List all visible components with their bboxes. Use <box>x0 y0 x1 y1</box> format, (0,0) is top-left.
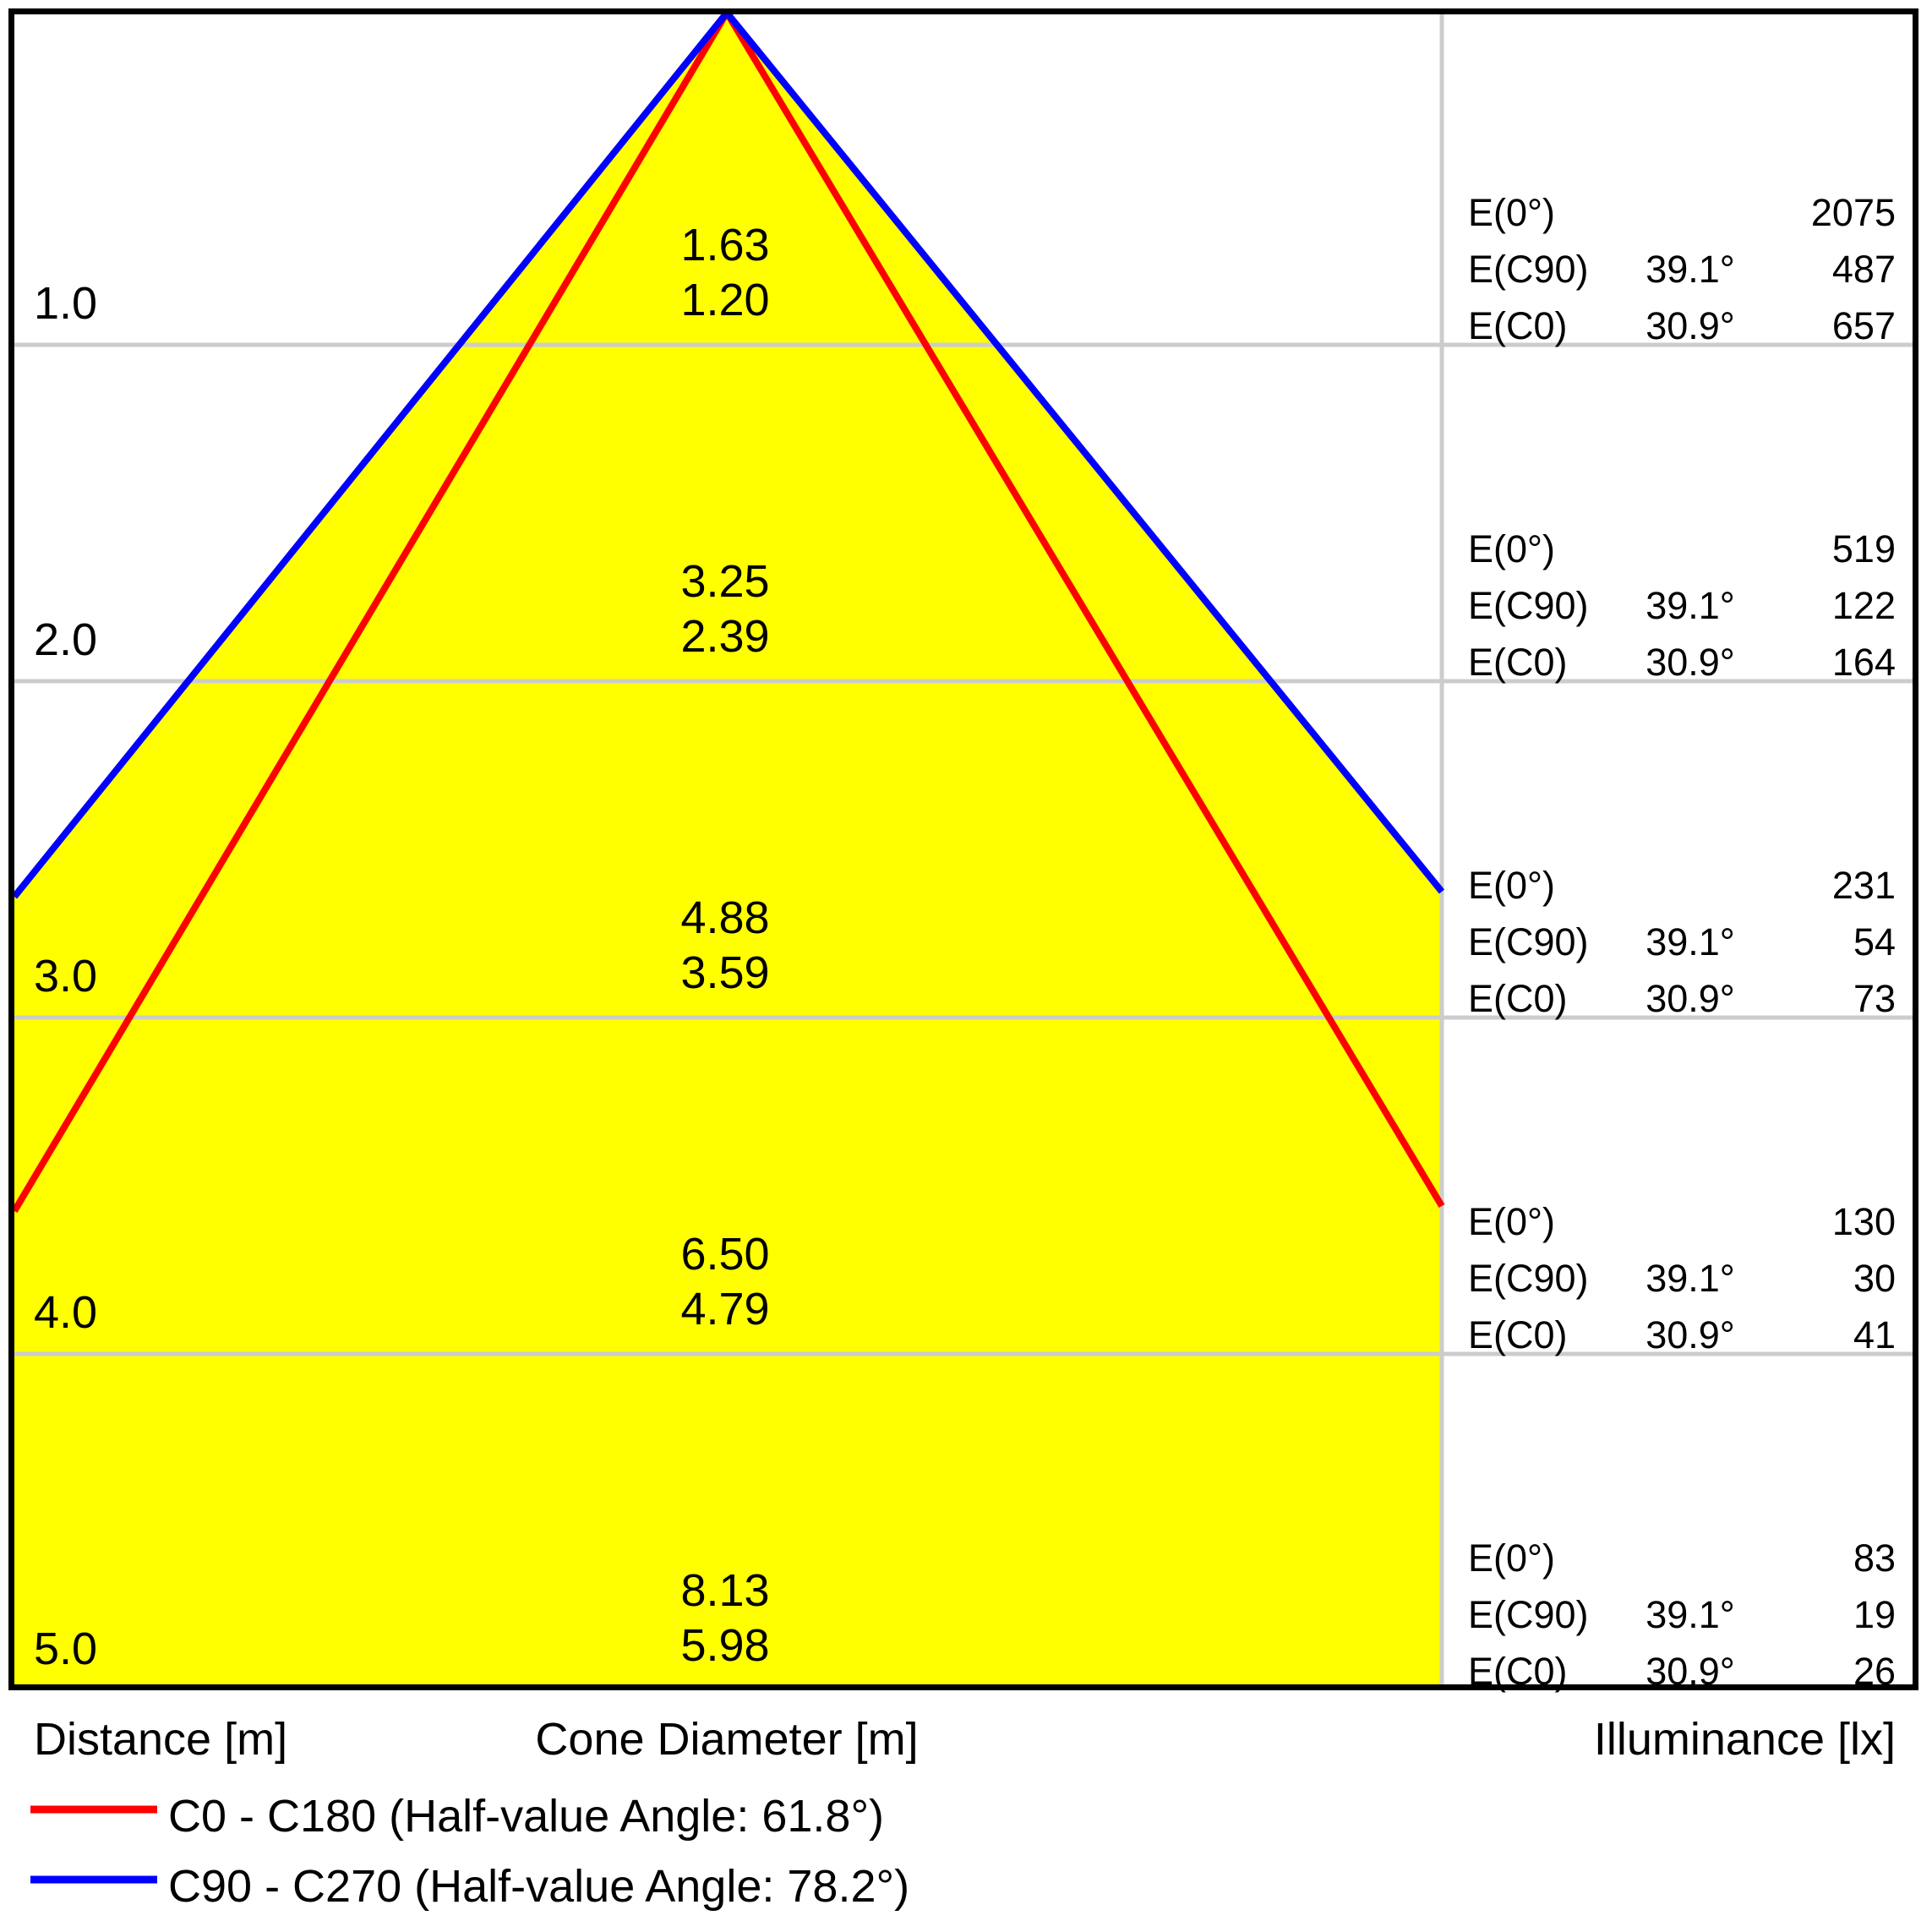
ec0-value-4m: 41 <box>1853 1313 1896 1356</box>
distance-label-3m: 3.0 <box>34 951 98 1001</box>
ec0-value-2m: 164 <box>1831 641 1896 684</box>
ec0-angle-1m: 30.9° <box>1645 304 1735 347</box>
ec90-angle-2m: 39.1° <box>1645 584 1735 627</box>
cone-diameter-c0-3m: 3.59 <box>680 947 770 998</box>
e0-value-5m: 83 <box>1853 1536 1896 1580</box>
ec0-angle-4m: 30.9° <box>1645 1313 1735 1356</box>
legend-c90-c270-label: C90 - C270 (Half-value Angle: 78.2°) <box>168 1861 910 1912</box>
ec90-value-3m: 54 <box>1853 920 1896 963</box>
ec0-angle-3m: 30.9° <box>1645 977 1735 1020</box>
illuminance-axis-label: Illuminance [lx] <box>1593 1714 1896 1765</box>
ec90-label-3m: E(C90) <box>1468 920 1589 963</box>
cone-diameter-c90-1m: 1.63 <box>680 220 770 270</box>
distance-axis-label: Distance [m] <box>34 1714 288 1765</box>
chart-border <box>8 8 1918 1690</box>
ec0-label-1m: E(C0) <box>1468 304 1568 347</box>
e0-value-1m: 2075 <box>1810 191 1896 234</box>
cone-diameter-c0-2m: 2.39 <box>680 611 770 662</box>
e0-value-4m: 130 <box>1831 1200 1896 1243</box>
ec90-angle-5m: 39.1° <box>1645 1593 1735 1636</box>
distance-label-4m: 4.0 <box>34 1287 98 1338</box>
ec0-angle-5m: 30.9° <box>1645 1650 1735 1693</box>
ec90-label-5m: E(C90) <box>1468 1593 1589 1636</box>
e0-label-5m: E(0°) <box>1468 1536 1556 1580</box>
ec90-value-2m: 122 <box>1831 584 1896 627</box>
cone-diameter-axis-label: Cone Diameter [m] <box>535 1714 919 1765</box>
ec90-label-1m: E(C90) <box>1468 248 1589 291</box>
ec0-label-2m: E(C0) <box>1468 641 1568 684</box>
cone-diameter-c90-3m: 4.88 <box>680 892 770 943</box>
cone-diameter-c0-1m: 1.20 <box>680 275 770 325</box>
legend-c0-c180-label: C0 - C180 (Half-value Angle: 61.8°) <box>168 1791 885 1842</box>
ec90-angle-4m: 39.1° <box>1645 1257 1735 1300</box>
cone-diameter-c90-4m: 6.50 <box>680 1229 770 1280</box>
e0-value-2m: 519 <box>1831 527 1896 570</box>
ec0-label-5m: E(C0) <box>1468 1650 1568 1693</box>
light-cone-area <box>14 13 1442 1684</box>
ec0-angle-2m: 30.9° <box>1645 641 1735 684</box>
e0-label-4m: E(0°) <box>1468 1200 1556 1243</box>
e0-value-3m: 231 <box>1831 864 1896 907</box>
ec90-angle-3m: 39.1° <box>1645 920 1735 963</box>
ec90-value-1m: 487 <box>1831 248 1896 291</box>
distance-label-1m: 1.0 <box>34 278 98 329</box>
e0-label-1m: E(0°) <box>1468 191 1556 234</box>
ec0-value-5m: 26 <box>1853 1650 1896 1693</box>
ec90-value-5m: 19 <box>1853 1593 1896 1636</box>
ec0-value-3m: 73 <box>1853 977 1896 1020</box>
cone-diameter-c0-5m: 5.98 <box>680 1620 770 1671</box>
ec90-label-4m: E(C90) <box>1468 1257 1589 1300</box>
ec90-value-4m: 30 <box>1853 1257 1896 1300</box>
ec90-angle-1m: 39.1° <box>1645 248 1735 291</box>
cone-diameter-c0-4m: 4.79 <box>680 1284 770 1334</box>
ec0-value-1m: 657 <box>1831 304 1896 347</box>
ec0-label-4m: E(C0) <box>1468 1313 1568 1356</box>
ec90-label-2m: E(C90) <box>1468 584 1589 627</box>
e0-label-2m: E(0°) <box>1468 527 1556 570</box>
e0-label-3m: E(0°) <box>1468 864 1556 907</box>
cone-diameter-c90-2m: 3.25 <box>680 556 770 607</box>
distance-label-2m: 2.0 <box>34 614 98 665</box>
cone-diameter-c90-5m: 8.13 <box>680 1565 770 1616</box>
distance-label-5m: 5.0 <box>34 1624 98 1674</box>
ec0-label-3m: E(C0) <box>1468 977 1568 1020</box>
